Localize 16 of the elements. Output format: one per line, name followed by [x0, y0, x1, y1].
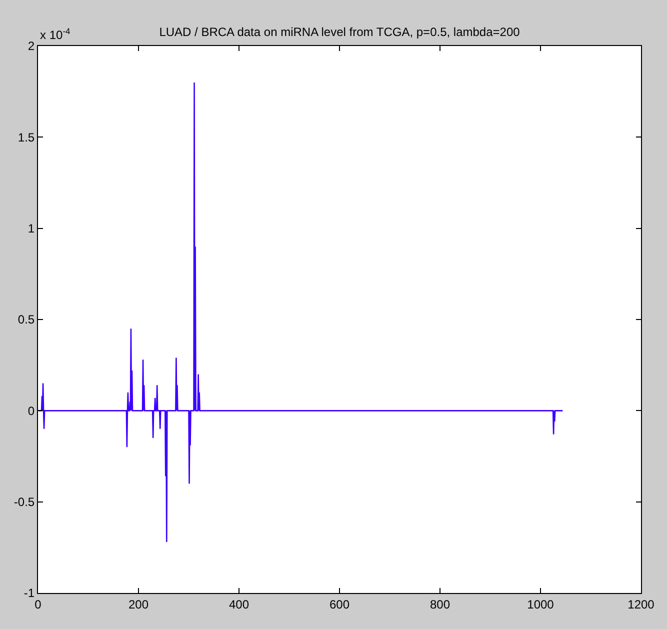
- x-tick-label: 800: [430, 597, 450, 612]
- text: x 10$^{-4}$: [40, 26, 70, 42]
- x-tick-label: 1200: [628, 597, 655, 612]
- y-tick-label: 0: [28, 404, 35, 418]
- y-tick-label: -1: [24, 586, 35, 600]
- x-tick-label: 1000: [527, 597, 554, 612]
- y-tick-label: 1: [28, 222, 35, 236]
- x-tick-label: 600: [329, 597, 350, 612]
- y-tick-label: -0.5: [14, 495, 35, 510]
- line-series: [38, 82, 564, 543]
- y-tick-label: 0.5: [18, 312, 35, 327]
- x-tick-label: 200: [128, 597, 149, 612]
- y-tick-label: 2: [28, 39, 35, 54]
- y-tick-label: 1.5: [18, 130, 35, 144]
- chart-title: LUAD / BRCA data on miRNA level from TCGA, p=0.5, lambda=200: [159, 25, 520, 40]
- x-tick-label: 400: [228, 597, 250, 612]
